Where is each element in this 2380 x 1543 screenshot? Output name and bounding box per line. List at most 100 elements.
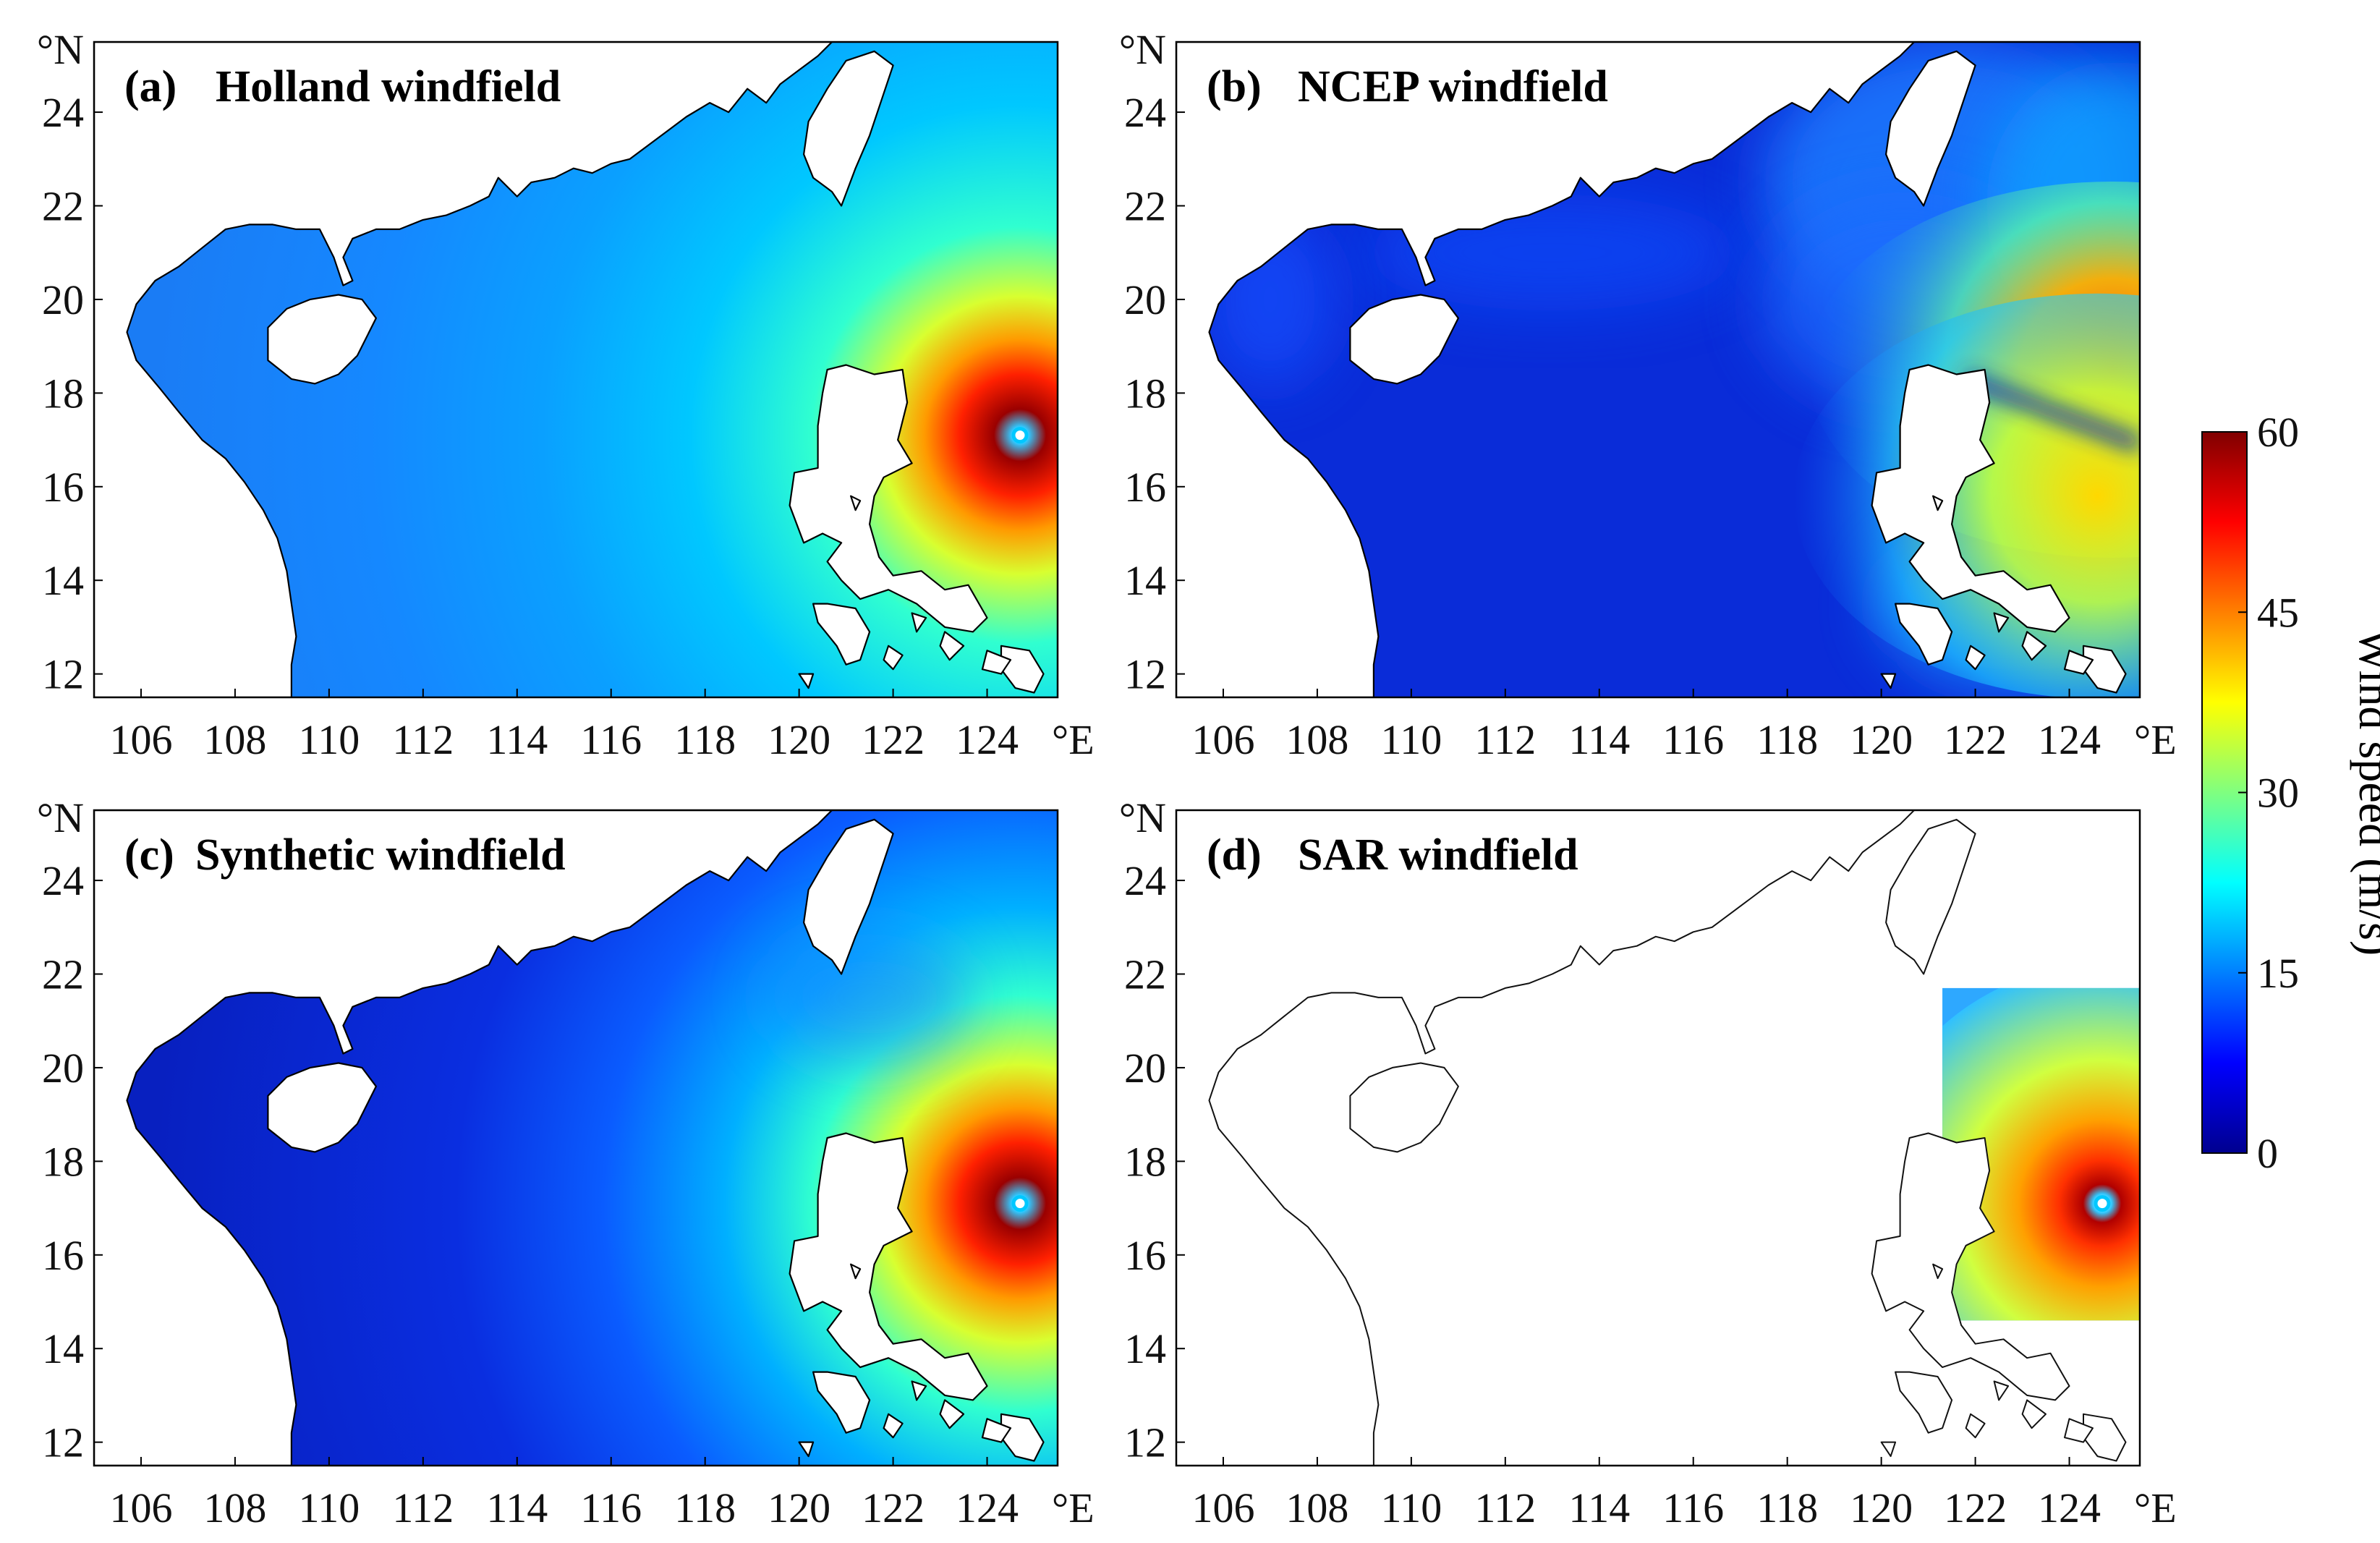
lon-tick-label: 122: [862, 1484, 925, 1531]
lon-tick-label: 108: [203, 1484, 266, 1531]
island: [1895, 603, 1953, 666]
lat-tick-label: 18: [42, 1138, 84, 1185]
island: [1871, 1132, 2070, 1401]
colorbar-tick-label: 45: [2257, 589, 2299, 636]
colorbar-tick-label: 15: [2257, 950, 2299, 997]
lat-tick-label: 16: [1124, 1232, 1166, 1279]
panel-frame: [93, 809, 1059, 1467]
colorbar-tick-label: 60: [2257, 409, 2299, 456]
island: [1993, 1380, 2010, 1401]
lon-tick-label: 124: [956, 716, 1019, 763]
lon-tick-label: 122: [1944, 1484, 2007, 1531]
lon-tick-label: 110: [298, 1484, 360, 1531]
lat-tick-label: 24: [1124, 89, 1166, 136]
lon-tick-label: 118: [674, 1484, 736, 1531]
lon-tick-label: 124: [2038, 716, 2101, 763]
lon-tick-label: 112: [1474, 716, 1536, 763]
mainland-coast: [1176, 810, 1916, 1466]
lat-tick-label: 24: [42, 89, 84, 136]
mainland-coast: [94, 42, 833, 697]
island: [812, 1371, 871, 1434]
panel-d: (d) SAR windfield 106 108 110 112 114 116 118 120…: [1119, 794, 2177, 1531]
island: [267, 294, 377, 385]
island: [1880, 1441, 1897, 1458]
lat-tick-label: 16: [1124, 464, 1166, 511]
lon-unit-label: °E: [2134, 1484, 2177, 1531]
island: [2064, 1418, 2094, 1443]
lat-tick-label: 24: [42, 857, 84, 904]
colorbar-title: Wind speed (m/s): [2350, 629, 2380, 956]
lon-tick-label: 106: [109, 716, 172, 763]
lat-tick-label: 18: [42, 370, 84, 417]
lat-tick-label: 14: [42, 1325, 84, 1372]
lat-tick-label: 12: [1124, 1419, 1166, 1466]
panel-title: NCEP windfield: [1298, 62, 1608, 111]
panel-a: (a) Holland windfield 106 108 110 112 114 116 11…: [37, 26, 1095, 763]
lon-tick-label: 116: [1662, 1484, 1724, 1531]
panel-title: SAR windfield: [1298, 830, 1578, 880]
lat-tick-label: 12: [42, 1419, 84, 1466]
panel-title: Holland windfield: [216, 62, 561, 111]
island: [803, 818, 894, 975]
lon-tick-label: 120: [1850, 1484, 1913, 1531]
island: [981, 1418, 1012, 1443]
island: [267, 1062, 377, 1153]
lon-tick-label: 118: [674, 716, 736, 763]
lon-tick-label: 108: [1285, 716, 1348, 763]
island: [1880, 673, 1897, 689]
lat-tick-label: 22: [1124, 951, 1166, 998]
lon-tick-label: 122: [1944, 716, 2007, 763]
lat-tick-label: 18: [1124, 1138, 1166, 1185]
lat-unit-label: °N: [37, 794, 84, 841]
island: [911, 612, 927, 633]
lon-tick-label: 118: [1756, 1484, 1818, 1531]
island: [798, 673, 815, 689]
lon-unit-label: °E: [1052, 716, 1095, 763]
lon-tick-label: 124: [956, 1484, 1019, 1531]
lat-tick-label: 24: [1124, 857, 1166, 904]
lon-tick-label: 116: [580, 1484, 642, 1531]
lon-tick-label: 120: [768, 716, 830, 763]
lon-tick-label: 118: [1756, 716, 1818, 763]
island: [812, 603, 871, 666]
typhoon-eye: [1011, 1195, 1029, 1212]
panel-title: Synthetic windfield: [195, 830, 566, 880]
island: [911, 1380, 927, 1401]
panel-frame: [93, 41, 1059, 699]
lon-tick-label: 116: [580, 716, 642, 763]
island: [1993, 612, 2010, 633]
island: [2021, 1399, 2047, 1429]
island: [883, 1413, 904, 1439]
island: [1965, 1413, 1986, 1439]
land-c: [94, 810, 1045, 1466]
lat-tick-label: 22: [42, 183, 84, 230]
island: [2021, 631, 2047, 661]
island: [803, 50, 894, 207]
lat-tick-label: 20: [42, 1045, 84, 1092]
lat-tick-label: 14: [1124, 1325, 1166, 1372]
lat-unit-label: °N: [1119, 794, 1166, 841]
land-d: [1176, 810, 2127, 1466]
lon-tick-label: 112: [1474, 1484, 1536, 1531]
typhoon-eye: [2094, 1195, 2111, 1212]
lon-tick-label: 112: [392, 1484, 454, 1531]
lon-tick-label: 108: [203, 716, 266, 763]
island: [798, 1441, 815, 1458]
lon-tick-label: 120: [1850, 716, 1913, 763]
lon-unit-label: °E: [2134, 716, 2177, 763]
island: [789, 364, 988, 633]
lon-tick-label: 110: [1380, 716, 1442, 763]
island: [1932, 495, 1944, 511]
island: [939, 631, 965, 661]
panel-c: (c) Synthetic windfield 106 108 110 112 114 116…: [37, 794, 1095, 1531]
lat-tick-label: 20: [42, 276, 84, 323]
lat-unit-label: °N: [1119, 26, 1166, 73]
island: [789, 1132, 988, 1401]
lon-tick-label: 114: [1568, 716, 1630, 763]
island: [1932, 1263, 1944, 1280]
panel-b: (b) NCEP windfield 106 108 110 112 114 116 118 12…: [1119, 26, 2177, 763]
lat-tick-label: 16: [42, 464, 84, 511]
lon-tick-label: 122: [862, 716, 925, 763]
lon-tick-label: 106: [1191, 716, 1254, 763]
